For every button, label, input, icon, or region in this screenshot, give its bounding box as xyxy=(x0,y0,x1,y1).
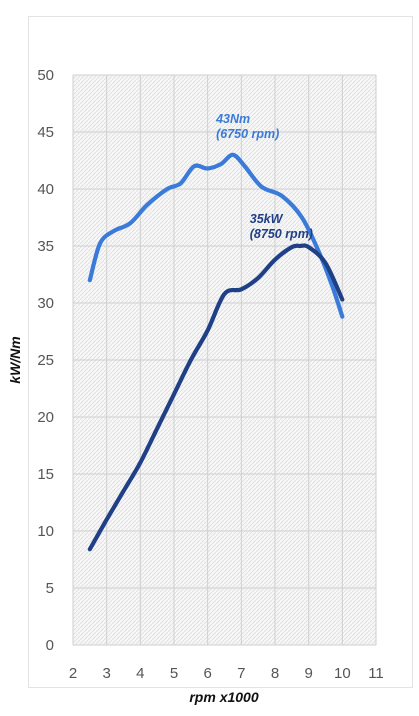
grid xyxy=(72,74,377,646)
x-axis-ticks: 2 3 4 5 6 7 8 9 10 11 xyxy=(69,665,384,682)
y-tick-label: 45 xyxy=(37,124,54,141)
x-tick-label: 9 xyxy=(304,665,312,682)
x-axis-title: rpm x1000 xyxy=(189,689,258,705)
y-tick-label: 25 xyxy=(37,352,54,369)
x-tick-label: 8 xyxy=(271,665,279,682)
x-tick-label: 10 xyxy=(334,665,351,682)
x-tick-label: 4 xyxy=(136,665,144,682)
y-axis-title: kW/Nm xyxy=(7,336,23,383)
y-tick-label: 50 xyxy=(37,67,54,84)
y-tick-label: 20 xyxy=(37,409,54,426)
annotation-1-line-2: (6750 rpm) xyxy=(216,127,279,141)
x-tick-label: 2 xyxy=(69,665,77,682)
y-axis-ticks: 0 5 10 15 20 25 30 35 40 45 50 xyxy=(37,67,54,654)
x-tick-label: 6 xyxy=(203,665,211,682)
y-tick-label: 5 xyxy=(46,580,54,597)
annotations: 43Nm(6750 rpm) 35kW(8750 rpm) xyxy=(215,112,313,241)
x-tick-label: 5 xyxy=(170,665,178,682)
y-tick-label: 40 xyxy=(37,181,54,198)
series-line-1 xyxy=(87,152,345,319)
y-tick-label: 10 xyxy=(37,523,54,540)
y-tick-label: 30 xyxy=(37,295,54,312)
series-lines xyxy=(87,152,345,552)
y-tick-label: 0 xyxy=(46,637,54,654)
annotation-1-line-1: 43Nm xyxy=(215,112,250,126)
annotation-2-line-1: 35kW xyxy=(250,212,284,226)
x-tick-label: 7 xyxy=(237,665,245,682)
x-tick-label: 11 xyxy=(368,665,384,682)
x-tick-label: 3 xyxy=(102,665,110,682)
y-tick-label: 15 xyxy=(37,466,54,483)
series-line-2 xyxy=(87,243,345,552)
y-tick-label: 35 xyxy=(37,238,54,255)
annotation-2-line-2: (8750 rpm) xyxy=(250,227,313,241)
